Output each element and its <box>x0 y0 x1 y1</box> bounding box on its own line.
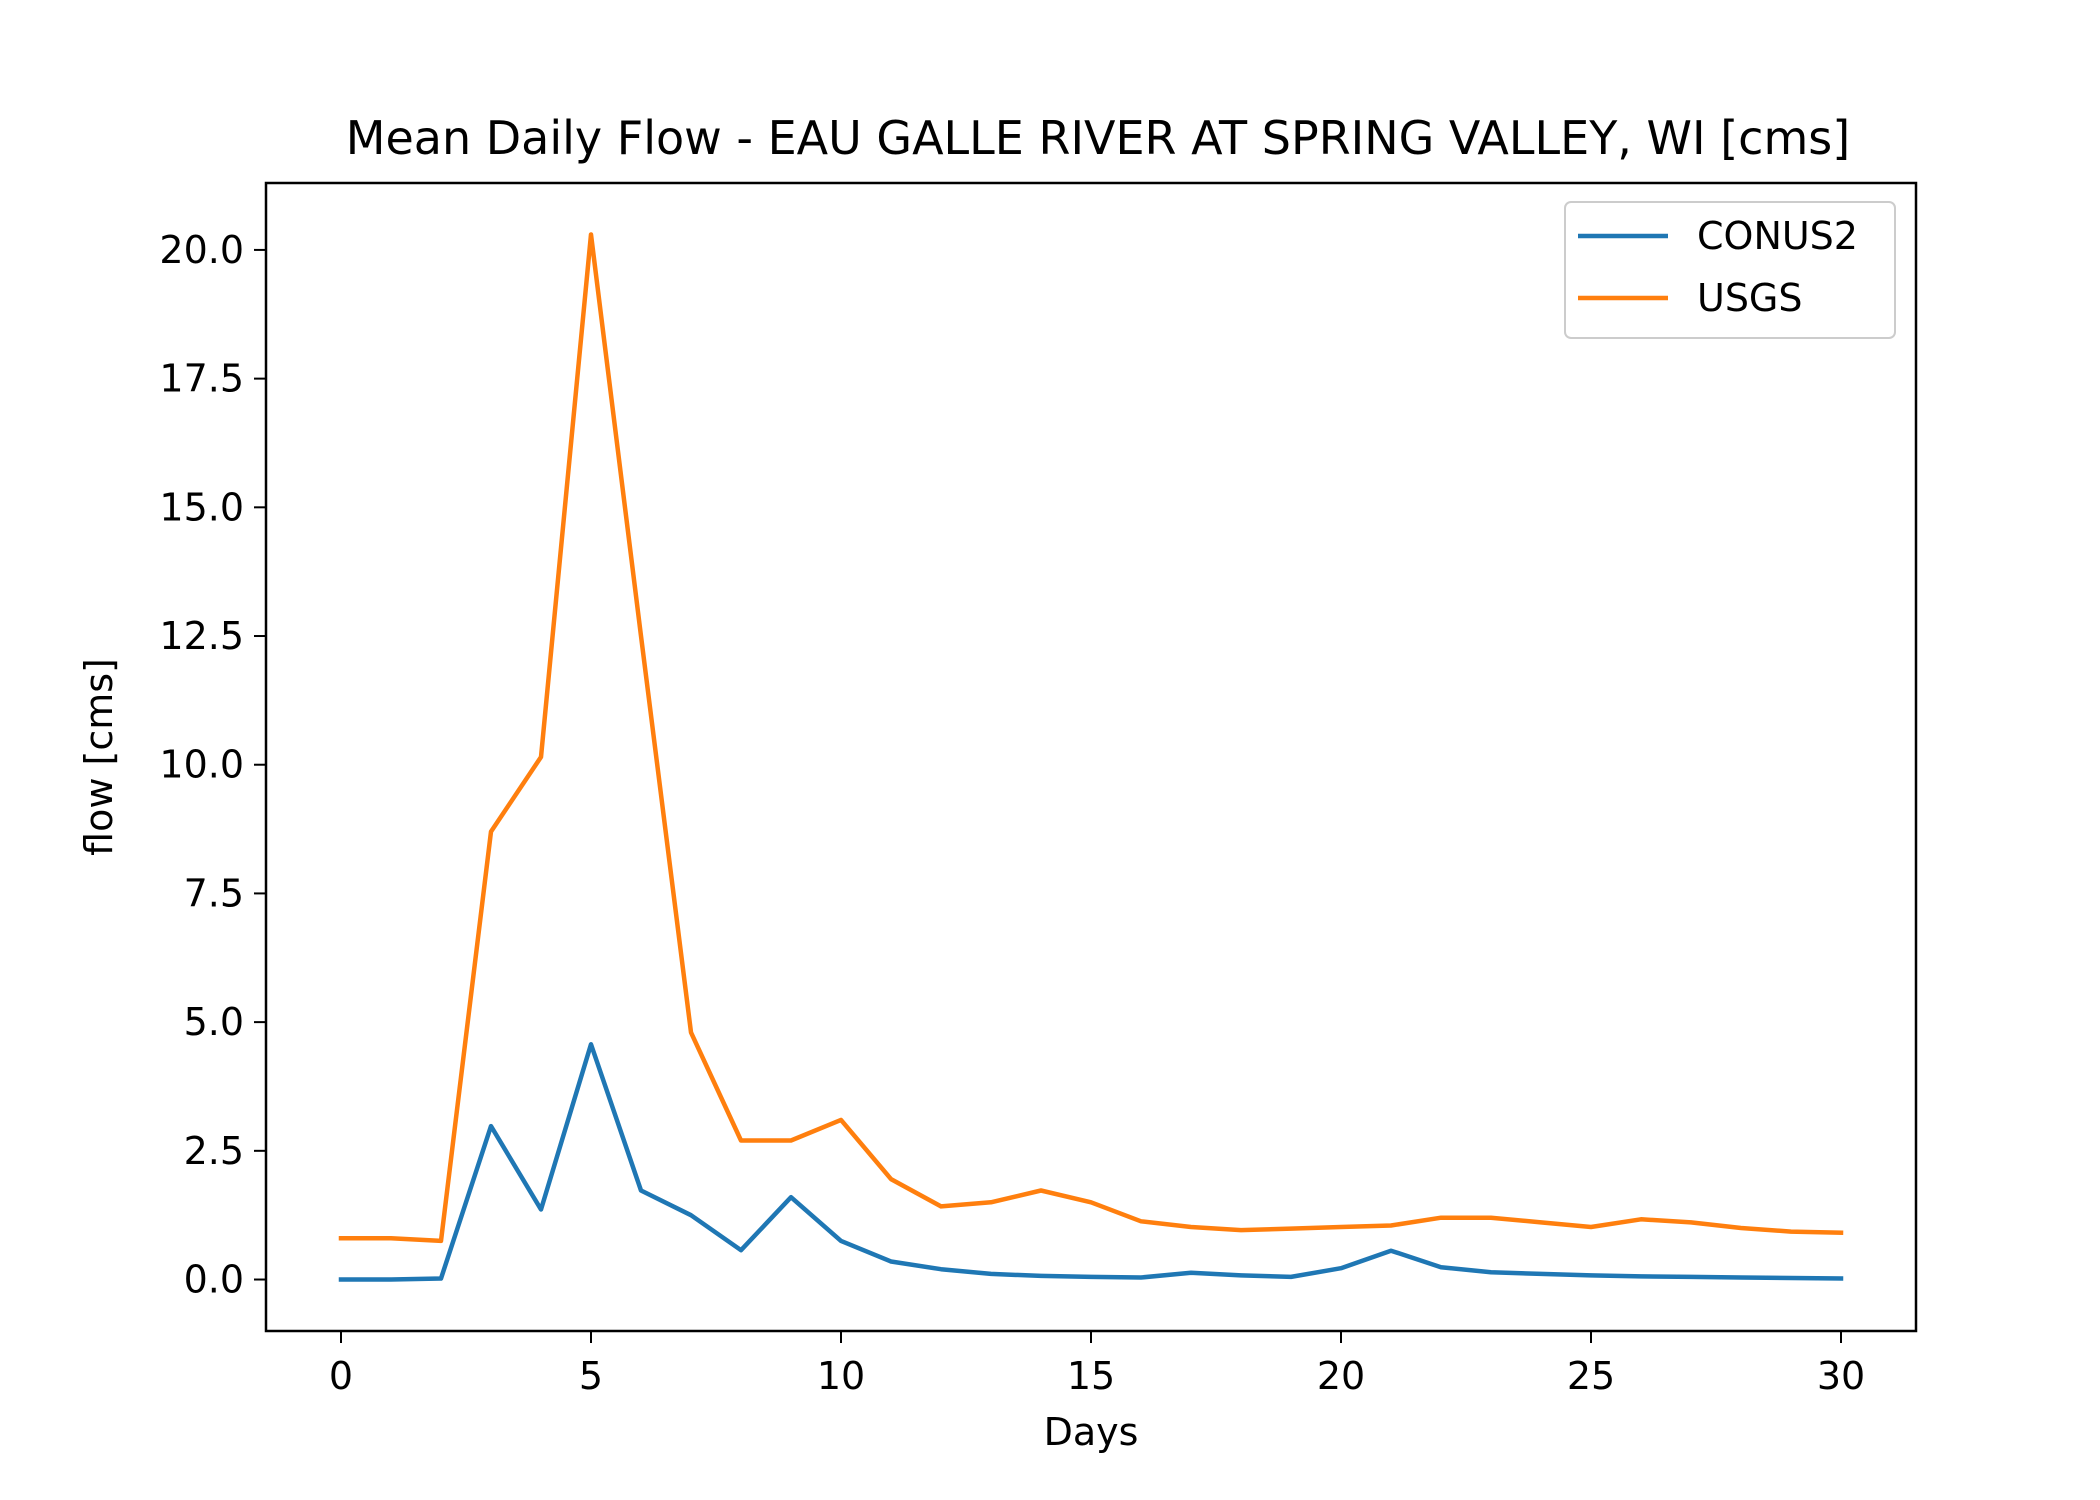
x-tick-label: 25 <box>1567 1354 1615 1398</box>
series-lines <box>338 232 1844 1282</box>
y-tick-label: 7.5 <box>184 871 244 915</box>
series-line-usgs <box>338 232 1844 1244</box>
y-tick-label: 0.0 <box>184 1258 244 1302</box>
x-tick-label: 0 <box>329 1354 353 1398</box>
legend-label-usgs: USGS <box>1697 276 1803 320</box>
x-tick-label: 15 <box>1067 1354 1115 1398</box>
y-axis-label: flow [cms] <box>77 658 121 856</box>
x-axis-label: Days <box>1044 1410 1139 1454</box>
plot-frame <box>264 181 1918 1333</box>
y-tick-label: 17.5 <box>159 357 244 401</box>
y-axis: 0.0 2.5 5.0 7.5 10.0 12.5 15.0 17.5 20.0 <box>159 228 266 1302</box>
legend-label-conus2: CONUS2 <box>1697 214 1858 258</box>
x-tick-label: 20 <box>1317 1354 1365 1398</box>
y-tick-label: 20.0 <box>159 228 244 272</box>
x-axis: 0 5 10 15 20 25 30 <box>329 1331 1865 1398</box>
y-tick-label: 2.5 <box>184 1129 244 1173</box>
x-tick-label: 10 <box>817 1354 865 1398</box>
x-tick-label: 5 <box>579 1354 603 1398</box>
y-tick-label: 10.0 <box>159 743 244 787</box>
series-line-conus2 <box>338 1042 1844 1282</box>
y-tick-label: 12.5 <box>159 614 244 658</box>
y-tick-label: 15.0 <box>159 485 244 529</box>
legend: CONUS2 USGS <box>1564 201 1896 339</box>
x-tick-label: 30 <box>1817 1354 1865 1398</box>
chart-title: Mean Daily Flow - EAU GALLE RIVER AT SPR… <box>346 111 1850 165</box>
y-tick-label: 5.0 <box>184 1000 244 1044</box>
